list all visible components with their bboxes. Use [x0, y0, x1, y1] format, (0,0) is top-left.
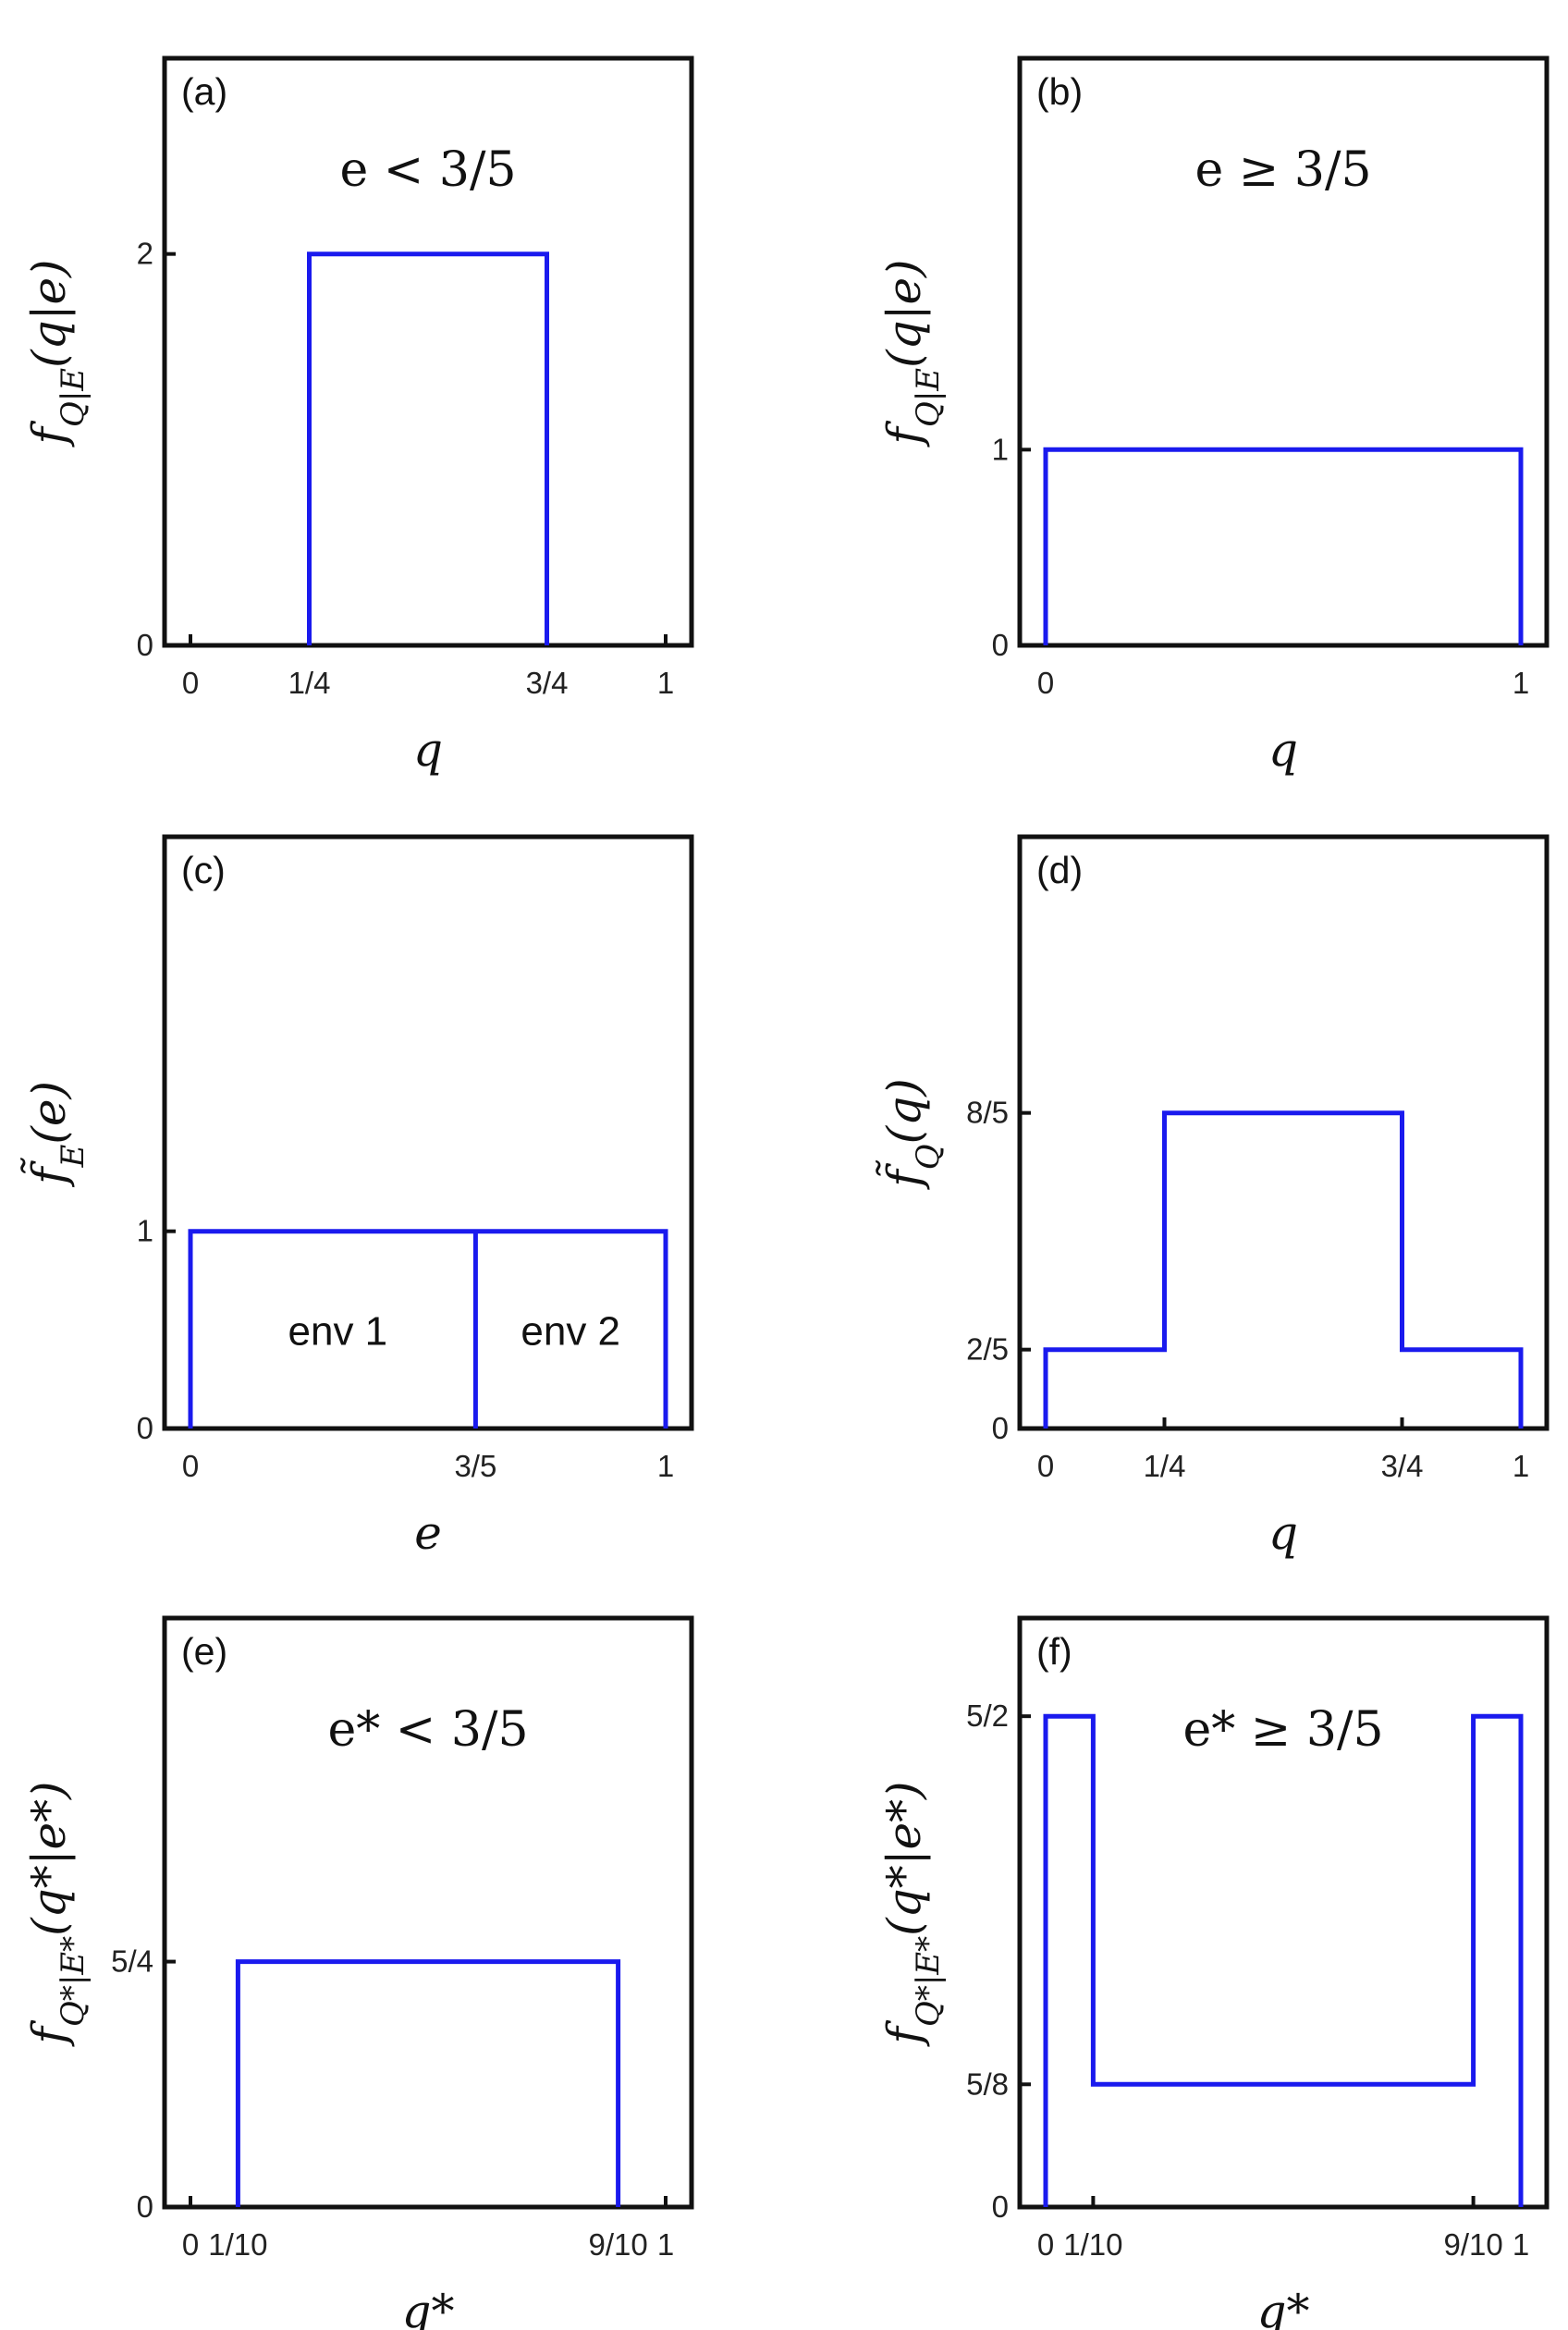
- plot-frame: [162, 55, 694, 648]
- y-axis-label: fQ*|E*(q*|e*): [877, 1781, 947, 2047]
- panel-label: (d): [1036, 849, 1083, 891]
- condition-annotation: e* ≥ 3/5: [1182, 1702, 1383, 1758]
- chart-panel-e: 0 1/10 9/10 1 0 5/4 (e) e* < 3/5 q* fQ*|E*(q*|e*): [22, 1615, 694, 2330]
- y-tick-label: 1: [992, 432, 1009, 466]
- plot-frame: [1017, 834, 1550, 1431]
- series-line: [1043, 1110, 1524, 1429]
- panel-label: (f): [1036, 1630, 1072, 1673]
- y-tick-label: 1: [137, 1214, 153, 1248]
- x-tick-label: 1/4: [288, 666, 331, 700]
- panel-label: (e): [181, 1630, 227, 1673]
- plot-frame: [162, 834, 694, 1431]
- panel-label: (b): [1036, 70, 1083, 113]
- x-tick-label: 9/10: [588, 2227, 647, 2262]
- series-line: [235, 1959, 621, 2207]
- x-tick-label: 0: [182, 666, 199, 700]
- x-tick-label: 1/4: [1144, 1449, 1186, 1483]
- y-axis-label: fQ|E(q|e): [22, 259, 92, 448]
- y-tick-label: 0: [137, 1411, 153, 1445]
- x-tick-label: 3/4: [1381, 1449, 1424, 1483]
- panel-label: (a): [181, 70, 227, 113]
- plot-frame: [1017, 55, 1550, 648]
- x-axis-label: e: [414, 1506, 442, 1560]
- panel-label: (c): [181, 849, 226, 891]
- y-tick-label: 0: [137, 2189, 153, 2224]
- x-tick-label: 3/5: [454, 1449, 496, 1483]
- x-axis-label: q: [1268, 723, 1298, 777]
- chart-panel-c: 0 3/5 1 0 1 (c) env 1 env 2 e f̃E(e): [19, 834, 694, 1560]
- x-axis-label: q*: [401, 2285, 454, 2330]
- y-tick-label: 0: [992, 2189, 1009, 2224]
- series-line: [1043, 447, 1524, 645]
- condition-annotation: e < 3/5: [339, 142, 516, 198]
- y-tick-label: 2/5: [966, 1332, 1009, 1367]
- plot-frame: [162, 1615, 694, 2210]
- series-line: [1043, 1713, 1524, 2207]
- x-tick-label: 3/4: [526, 666, 569, 700]
- x-axis-label: q: [413, 723, 443, 777]
- x-tick-label: 0: [1037, 2227, 1054, 2262]
- x-tick-label: 9/10: [1443, 2227, 1502, 2262]
- chart-panel-b: 0 1 0 1 (b) e ≥ 3/5 q fQ|E(q|e): [877, 55, 1550, 777]
- x-tick-label: 0: [1037, 666, 1054, 700]
- x-tick-label: 1: [657, 2227, 674, 2262]
- x-tick-label: 1: [1513, 2227, 1529, 2262]
- y-axis-label: fQ|E(q|e): [877, 259, 947, 448]
- x-axis-label: q*: [1256, 2285, 1309, 2330]
- y-tick-label: 0: [992, 1411, 1009, 1445]
- y-tick-label: 0: [992, 628, 1009, 662]
- chart-panel-a: 0 1/4 3/4 1 0 2 (a) e < 3/5 q fQ|E(q|e): [22, 55, 694, 777]
- region-label: env 1: [288, 1308, 388, 1354]
- x-tick-label: 1: [657, 1449, 674, 1483]
- x-tick-label: 1/10: [1063, 2227, 1122, 2262]
- condition-annotation: e ≥ 3/5: [1194, 142, 1371, 198]
- y-axis-label: f̃Q(q): [875, 1078, 947, 1190]
- series-line: [188, 1229, 668, 1429]
- y-tick-label: 5/4: [111, 1944, 153, 1979]
- x-tick-label: 1/10: [208, 2227, 267, 2262]
- x-tick-label: 1: [1513, 1449, 1529, 1483]
- condition-annotation: e* < 3/5: [327, 1702, 528, 1758]
- region-label: env 2: [521, 1308, 620, 1354]
- y-axis-label: fQ*|E*(q*|e*): [22, 1781, 92, 2047]
- x-axis-label: q: [1268, 1506, 1298, 1560]
- x-tick-label: 0: [182, 2227, 199, 2262]
- chart-panel-f: 0 1/10 9/10 1 0 5/8 5/2 (f) e* ≥ 3/5 q* fQ*|E*(q*|…: [877, 1615, 1550, 2330]
- x-tick-label: 0: [182, 1449, 199, 1483]
- x-tick-label: 0: [1037, 1449, 1054, 1483]
- chart-panel-d: 0 1/4 3/4 1 0 2/5 8/5 (d) q f̃Q(q): [875, 834, 1550, 1560]
- y-axis-label: f̃E(e): [19, 1081, 92, 1188]
- y-tick-label: 0: [137, 628, 153, 662]
- series-line: [307, 251, 549, 645]
- y-tick-label: 2: [137, 237, 153, 271]
- y-tick-label: 8/5: [966, 1096, 1009, 1130]
- plot-frame: [1017, 1615, 1550, 2210]
- y-tick-label: 5/8: [966, 2066, 1009, 2101]
- x-tick-label: 1: [1513, 666, 1529, 700]
- y-tick-label: 5/2: [966, 1698, 1009, 1733]
- x-tick-label: 1: [657, 666, 674, 700]
